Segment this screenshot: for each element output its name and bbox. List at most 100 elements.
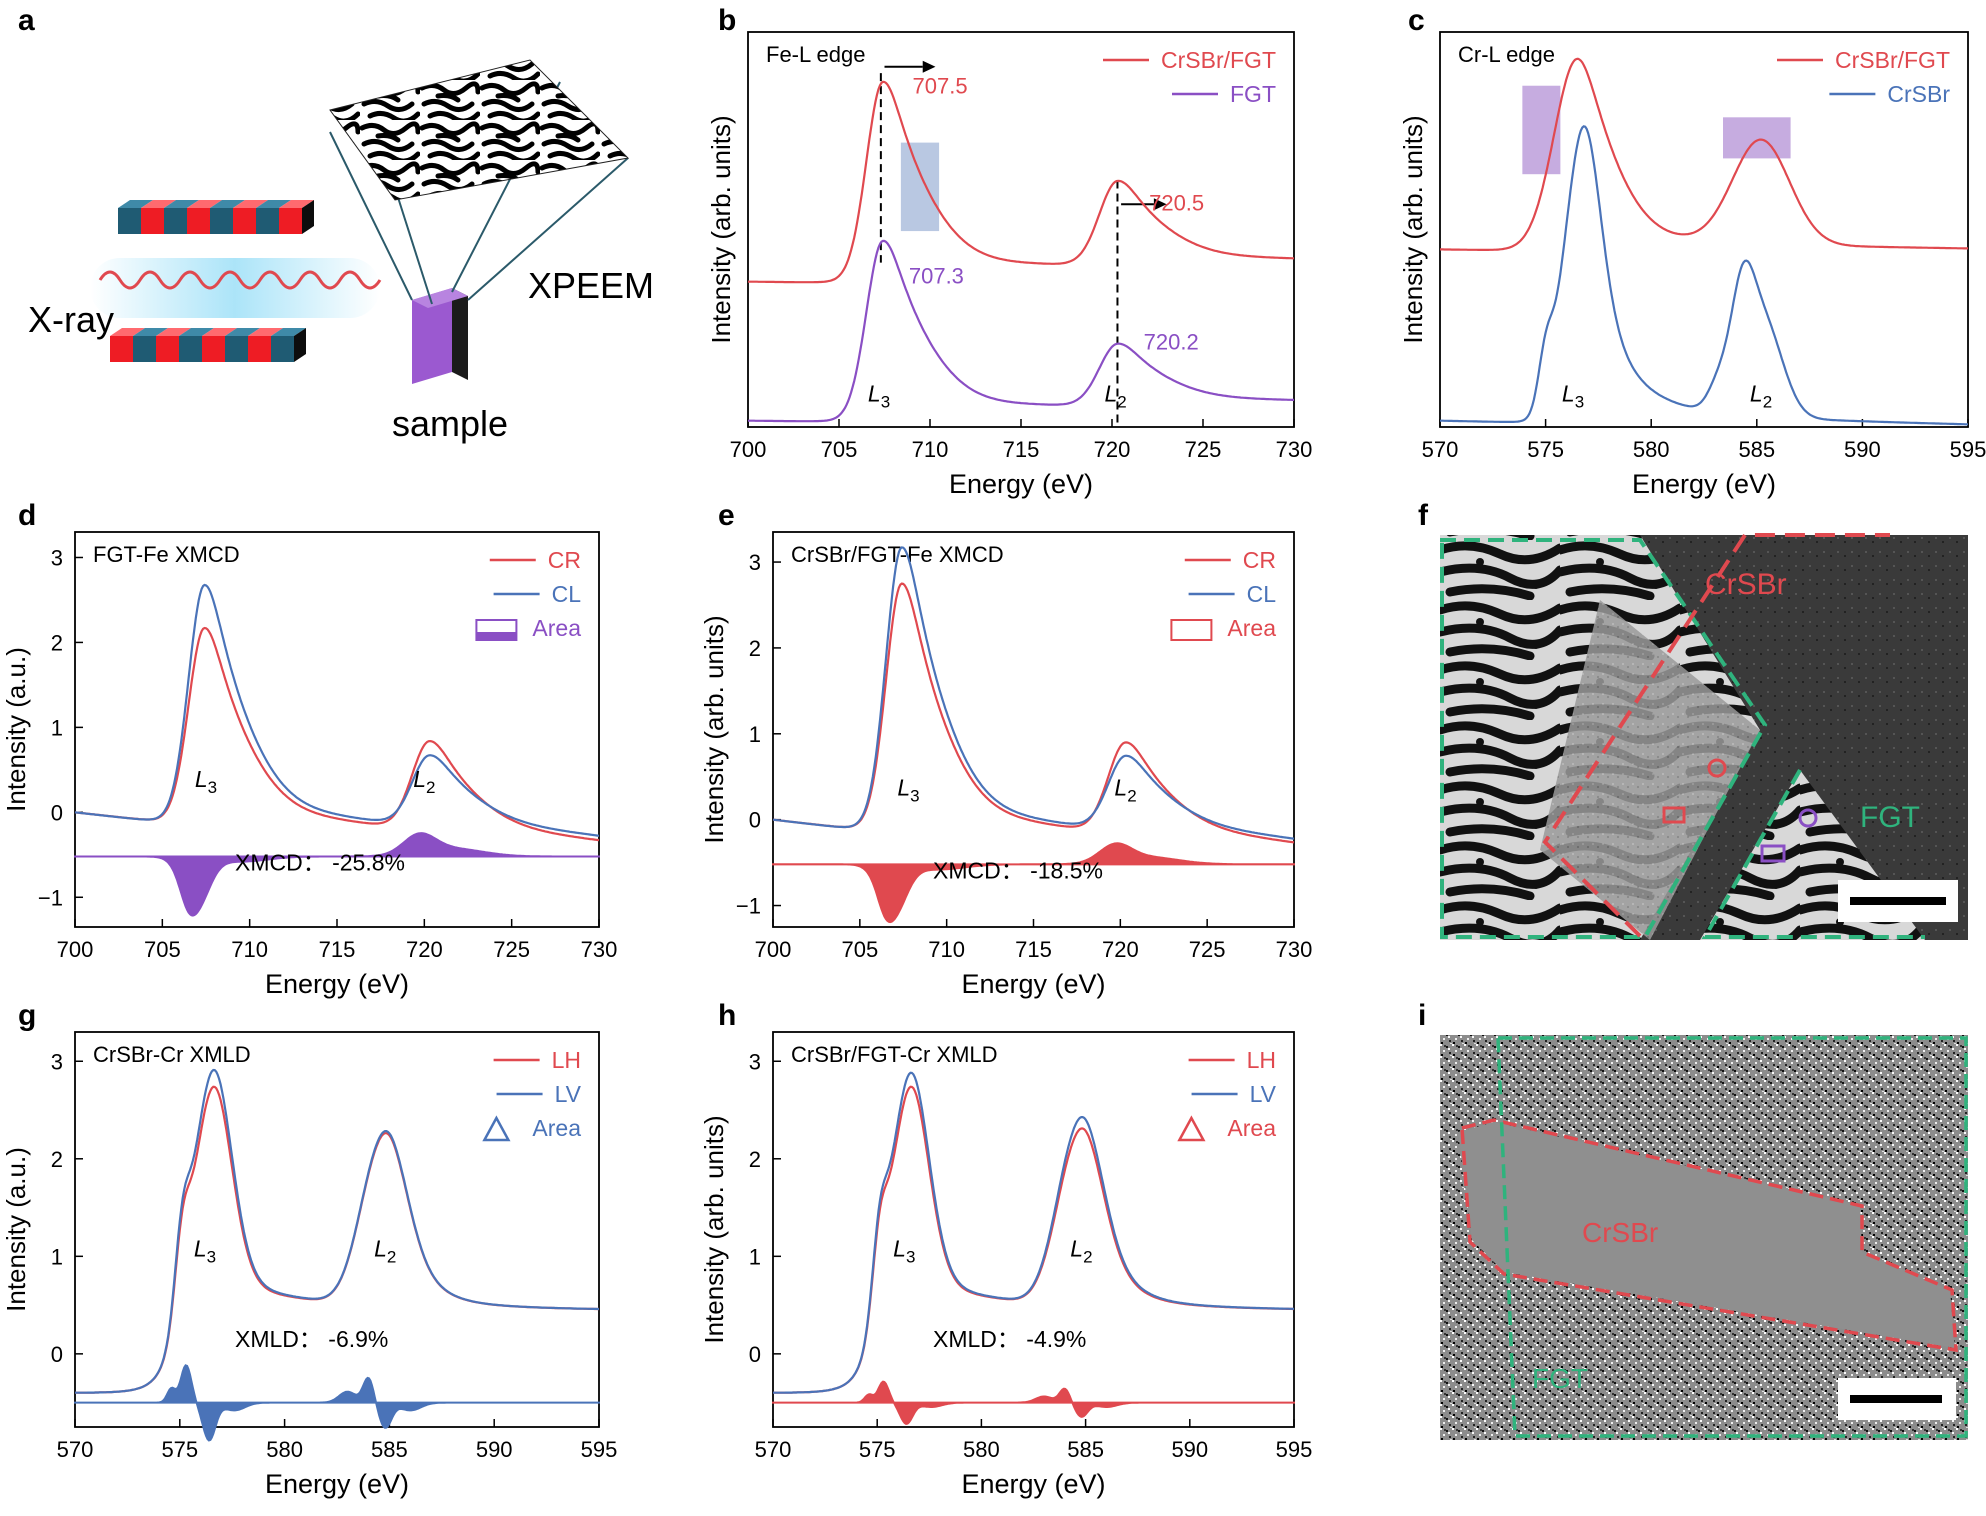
edge-label: L3: [195, 766, 217, 797]
magnet-front: [225, 336, 248, 362]
plot-frame: [1439, 31, 1969, 428]
f-crsbr-outline: [1542, 533, 1890, 938]
x-axis-label: Energy (eV): [961, 969, 1105, 999]
xpeem-label: XPEEM: [528, 265, 654, 306]
f-marker-square-red: [1662, 806, 1686, 824]
x-tick-label: 730: [1276, 937, 1313, 962]
y-tick-label: 1: [749, 1244, 761, 1269]
magnet-array-bottom: [110, 328, 306, 362]
x-tick-label: 595: [1950, 437, 1986, 462]
magnet-front: [141, 208, 164, 234]
y-tick-label: 1: [51, 1244, 63, 1269]
x-tick-label: 715: [1003, 437, 1040, 462]
x-tick-label: 730: [581, 937, 618, 962]
chart-g: 570 575 580 585 590 595 0 1 2 3 Energy (eV) Intensi…: [1, 1031, 617, 1499]
panel-label-a: a: [18, 4, 35, 37]
magnet-top: [156, 328, 191, 336]
y-tick-label: −1: [38, 885, 63, 910]
magnet-top: [187, 200, 222, 208]
magnet-front: [279, 208, 302, 234]
xray-wave: [98, 270, 382, 290]
panel-a-schematic: X-ray XPEEM sample: [28, 59, 654, 444]
y-tick-label: 3: [749, 550, 761, 575]
edge-label: L2: [1070, 1235, 1092, 1266]
x-tick-label: 580: [266, 1437, 303, 1462]
f-overlap-region: [1540, 600, 1760, 940]
arrowhead-l2: [1153, 198, 1167, 211]
x-axis-label: Energy (eV): [1632, 469, 1776, 499]
y-axis-label: Intensity (arb. units): [699, 1115, 729, 1343]
magnet-front: [133, 336, 156, 362]
legend-label: LV: [1250, 1081, 1277, 1107]
x-tick-label: 575: [1527, 437, 1564, 462]
projection-lines: [329, 81, 629, 305]
x-tick-label: 720: [406, 937, 443, 962]
x-tick-label: 585: [1067, 1437, 1104, 1462]
magnet-top: [210, 200, 245, 208]
y-tick-label: 3: [51, 545, 63, 570]
legend-swatch-fill: [476, 632, 517, 640]
x-tick-label: 710: [928, 937, 965, 962]
arrowhead-l3: [922, 60, 936, 73]
x-axis-label: Energy (eV): [961, 1469, 1105, 1499]
series-line-crsbr-fgt: [747, 80, 1294, 284]
magnet-front: [164, 208, 187, 234]
y-tick-label: 2: [749, 636, 761, 661]
y-tick-label: 0: [749, 808, 761, 833]
difference-label: XMLD： -4.9%: [933, 1326, 1086, 1352]
y-tick-label: 0: [51, 800, 63, 825]
legend-label: CrSBr/FGT: [1835, 47, 1950, 73]
edge-label: L3: [893, 1235, 915, 1266]
y-axis-label: Intensity (arb. units): [706, 115, 736, 343]
x-tick-label: 570: [755, 1437, 792, 1462]
x-tick-label: 595: [1276, 1437, 1313, 1462]
series-line-cr: [772, 582, 1295, 844]
area-fill-area: [74, 1364, 600, 1442]
f-fgt-outline-right: [1701, 769, 1925, 939]
y-tick-label: −1: [736, 894, 761, 919]
magnet-top: [118, 200, 153, 208]
y-tick-label: 1: [749, 722, 761, 747]
y-tick-label: 3: [749, 1049, 761, 1074]
edge-label: L2: [1750, 381, 1772, 412]
y-axis-label: Intensity (a.u.): [1, 647, 31, 812]
y-axis-label: Intensity (a.u.): [1, 1147, 31, 1312]
legend-label: FGT: [1230, 81, 1276, 107]
magnet-top: [271, 328, 306, 336]
plot-frame: [74, 1031, 600, 1428]
panel-labels: a b c d e f g h i: [18, 4, 1429, 1032]
peak-annotation: 720.5: [1149, 191, 1204, 216]
panel-label-f: f: [1418, 499, 1429, 532]
y-tick-label: 2: [749, 1147, 761, 1172]
magnet-front: [256, 208, 279, 234]
magnet-top: [110, 328, 145, 336]
peak-annotation: 707.5: [913, 74, 968, 99]
x-tick-label: 580: [963, 1437, 1000, 1462]
magnet-top: [225, 328, 260, 336]
x-axis-label: Energy (eV): [265, 969, 409, 999]
panel-label-g: g: [18, 999, 36, 1032]
magnet-array-top: [118, 200, 314, 234]
x-tick-label: 570: [57, 1437, 94, 1462]
x-tick-label: 570: [1422, 437, 1459, 462]
x-tick-label: 725: [493, 937, 530, 962]
x-tick-label: 715: [1015, 937, 1052, 962]
f-marker-circle-red: [1707, 758, 1727, 778]
panel-label-d: d: [18, 499, 36, 532]
y-tick-label: 0: [51, 1342, 63, 1367]
magnet-front: [233, 208, 256, 234]
magnet-top: [179, 328, 214, 336]
plot-frame: [772, 1031, 1295, 1428]
xray-label: X-ray: [28, 299, 114, 340]
magnet-top: [279, 200, 314, 208]
panel-label-c: c: [1408, 4, 1425, 37]
chart-title: Fe-L edge: [766, 42, 865, 67]
x-tick-label: 720: [1094, 437, 1131, 462]
magnet-side: [302, 200, 314, 234]
x-tick-label: 585: [371, 1437, 408, 1462]
chart-e: 700 705 710 715 720 725 730 −1 0 1 2 3 Energy (eV) In…: [699, 531, 1313, 999]
chart-title: CrSBr/FGT-Cr XMLD: [791, 1042, 998, 1067]
highlight-box: [1723, 117, 1791, 159]
f-marker-square-purple: [1760, 844, 1786, 863]
